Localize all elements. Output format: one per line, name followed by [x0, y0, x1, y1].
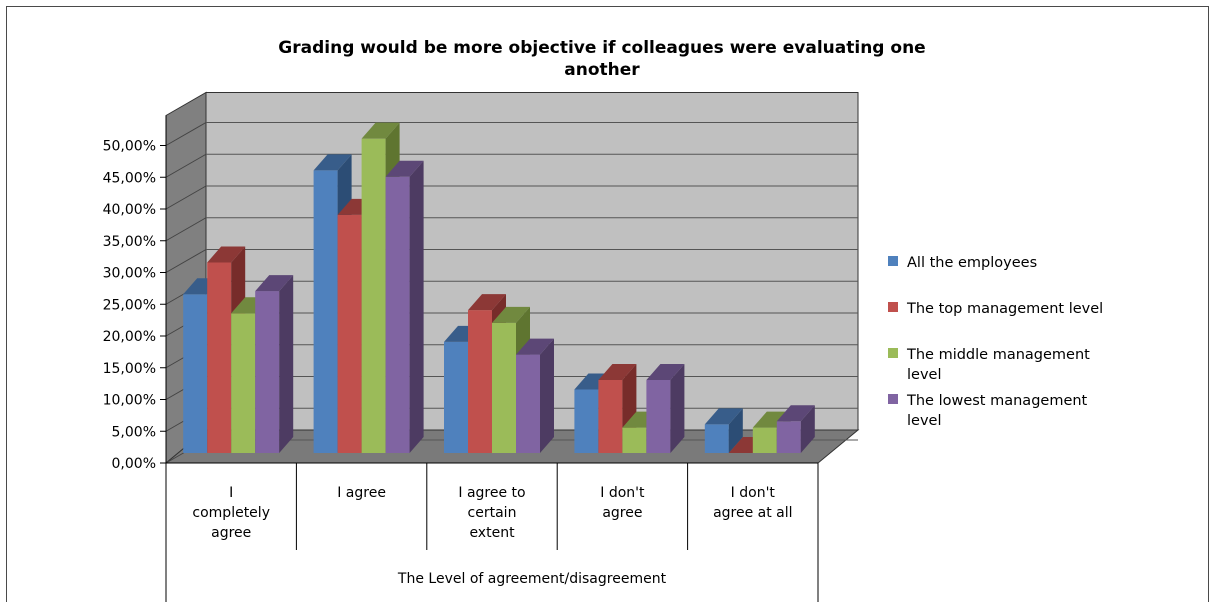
- legend-swatch: [888, 302, 898, 312]
- y-tick-label: 0,00%: [112, 456, 156, 472]
- bar-top: [516, 338, 554, 355]
- y-tick-label: 50,00%: [103, 139, 156, 155]
- category-label: I don't: [731, 485, 776, 501]
- legend-label: The lowest management: [906, 393, 1088, 409]
- gridline-depth: [165, 249, 207, 273]
- y-tick-label: 5,00%: [112, 424, 156, 440]
- bar-top: [207, 246, 246, 263]
- category-label: completely: [192, 505, 270, 521]
- bar-top: [313, 154, 352, 171]
- legend-swatch: [888, 394, 898, 404]
- x-axis-title: The Level of agreement/disagreement: [397, 571, 667, 587]
- category-label: I agree: [337, 485, 386, 501]
- legend: All the employees The top management leve…: [888, 255, 1103, 429]
- bar: [622, 427, 647, 453]
- gridline-depth: [165, 153, 207, 178]
- legend-label: The top management level: [906, 301, 1103, 317]
- chart-title: Grading would be more objective if colle…: [278, 38, 925, 80]
- bar-top: [361, 122, 400, 139]
- bar: [646, 379, 671, 453]
- category-label: agree at all: [713, 505, 792, 521]
- y-tick-label: 15,00%: [103, 361, 156, 377]
- bar-side: [728, 408, 743, 453]
- category-label: certain: [468, 505, 517, 521]
- bar: [598, 379, 623, 453]
- legend-label: level: [907, 367, 941, 383]
- bar: [492, 322, 516, 453]
- bar-side: [670, 363, 685, 453]
- legend-swatch: [888, 256, 898, 266]
- chart-title-line: another: [564, 60, 640, 80]
- y-axis-ticks: 0,00% 5,00% 10,00% 15,00% 20,00% 25,00% 30,00%…: [103, 115, 167, 472]
- bars: [183, 122, 815, 454]
- bar: [776, 421, 801, 453]
- bar-side: [800, 405, 815, 453]
- legend-label: The middle management: [906, 347, 1090, 363]
- y-tick-label: 45,00%: [103, 170, 156, 186]
- y-tick-label: 25,00%: [103, 297, 156, 313]
- category-label: agree: [211, 525, 251, 541]
- bar-top: [704, 408, 743, 425]
- y-tick-label: 35,00%: [103, 234, 156, 250]
- y-tick-label: 10,00%: [103, 393, 156, 409]
- bar: [468, 310, 492, 453]
- legend-label: level: [907, 413, 941, 429]
- gridline-depth: [165, 185, 207, 210]
- bar-top: [385, 160, 424, 177]
- y-tick-label: 30,00%: [103, 266, 156, 282]
- bar: [574, 389, 599, 453]
- bar-side: [279, 275, 294, 453]
- bar-top: [752, 411, 791, 428]
- bar: [444, 341, 468, 453]
- bar-side: [540, 338, 554, 453]
- gridline-depth: [165, 217, 207, 242]
- bar-top: [492, 306, 530, 323]
- bar: [313, 170, 338, 454]
- y-tick-label: 20,00%: [103, 329, 156, 345]
- bar-side: [409, 160, 424, 453]
- bar: [752, 427, 777, 453]
- bar: [183, 294, 208, 453]
- bar: [337, 214, 362, 453]
- y-tick-label: 40,00%: [103, 202, 156, 218]
- bar-top: [598, 363, 637, 380]
- bar-top: [646, 363, 685, 380]
- gridline-depth: [165, 122, 207, 146]
- bar: [704, 424, 729, 453]
- legend-label: All the employees: [907, 255, 1037, 271]
- category-label: agree: [602, 505, 642, 521]
- category-label: I: [229, 485, 233, 501]
- category-label: I agree to: [458, 485, 525, 501]
- bar: [361, 138, 386, 454]
- bar-top: [776, 405, 815, 422]
- bar: [516, 354, 540, 453]
- bar: [207, 262, 232, 453]
- bar: [385, 176, 410, 453]
- bar: [255, 291, 280, 453]
- legend-swatch: [888, 348, 898, 358]
- category-label: extent: [469, 525, 515, 541]
- category-label: I don't: [600, 485, 645, 501]
- bar-top: [255, 275, 294, 292]
- chart-title-line: Grading would be more objective if colle…: [278, 38, 925, 58]
- bar-top: [468, 294, 506, 311]
- bar: [231, 313, 256, 453]
